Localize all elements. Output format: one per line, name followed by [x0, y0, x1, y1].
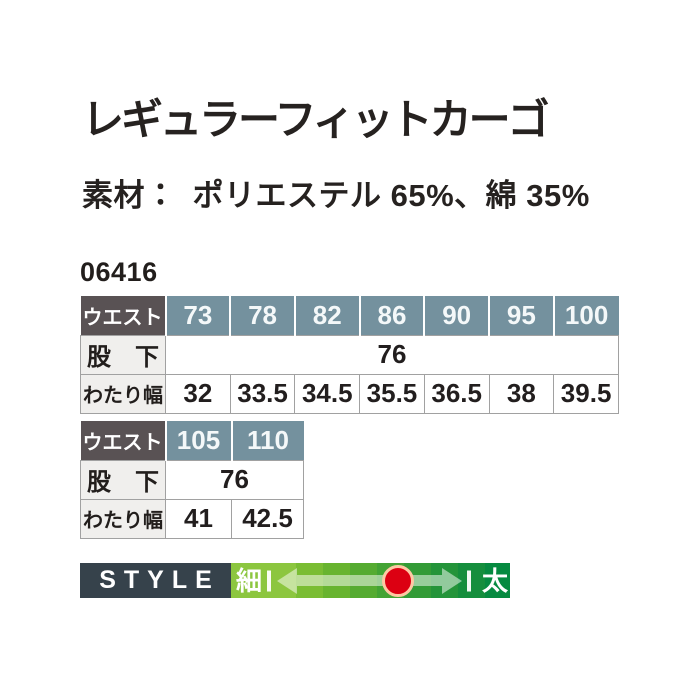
product-code: 06416 — [80, 257, 158, 287]
thigh-width-cell: 38 — [488, 373, 555, 414]
thigh-width-cell: 41 — [165, 498, 232, 539]
thigh-width-cell: 34.5 — [294, 373, 361, 414]
thigh-width-label: わたり幅 — [80, 373, 166, 414]
thigh-width-label: わたり幅 — [80, 498, 166, 539]
left-arrowhead-icon — [277, 567, 297, 594]
thick-label: 太 — [481, 565, 508, 596]
thin-tick-mark — [267, 570, 271, 591]
thigh-width-cell: 39.5 — [553, 373, 619, 414]
waist-size-cell: 110 — [230, 421, 304, 460]
waist-size-cell: 86 — [358, 296, 425, 335]
double-arrow-icon — [277, 567, 462, 594]
arrow-body — [297, 575, 442, 586]
waist-header-label: ウエスト — [80, 421, 167, 460]
thigh-width-cell: 36.5 — [423, 373, 490, 414]
material-line: 素材： ポリエステル 65%、綿 35% — [82, 170, 590, 215]
waist-header-label: ウエスト — [80, 296, 167, 335]
waist-size-cell: 105 — [164, 421, 232, 460]
inseam-value: 76 — [165, 334, 619, 375]
right-arrowhead-icon — [442, 567, 462, 594]
thin-label: 細 — [236, 565, 263, 596]
waist-size-cell: 82 — [293, 296, 360, 335]
style-scale: 細 太 — [231, 563, 510, 598]
waist-header-row: ウエスト 105 110 — [80, 421, 304, 460]
waist-size-cell: 73 — [164, 296, 231, 335]
material-value: ポリエステル 65%、綿 35% — [192, 178, 590, 213]
size-table-extended: ウエスト 105 110 股 下 76 わたり幅 41 42.5 — [80, 421, 304, 539]
thigh-width-cell: 35.5 — [359, 373, 425, 414]
thigh-width-cell: 32 — [165, 373, 231, 414]
inseam-value: 76 — [165, 459, 304, 500]
waist-size-cell: 78 — [229, 296, 295, 335]
inseam-row: 股 下 76 — [80, 459, 304, 500]
style-meter-title: STYLE — [80, 563, 231, 598]
style-scale-segment — [458, 563, 485, 598]
waist-size-cell: 100 — [552, 296, 619, 335]
style-meter: STYLE 細 太 — [80, 563, 510, 598]
inseam-label: 股 下 — [80, 334, 166, 375]
inseam-row: 股 下 76 — [80, 334, 619, 375]
thigh-width-row: わたり幅 32 33.5 34.5 35.5 36.5 38 39.5 — [80, 373, 619, 414]
thigh-width-row: わたり幅 41 42.5 — [80, 498, 304, 539]
style-marker-dot — [382, 564, 415, 597]
thick-tick-mark — [467, 570, 471, 591]
size-table-main: ウエスト 73 78 82 86 90 95 100 股 下 76 わたり幅 3… — [80, 296, 619, 414]
material-label: 素材： — [82, 178, 177, 213]
waist-size-cell: 95 — [488, 296, 554, 335]
waist-size-cell: 90 — [423, 296, 490, 335]
page-title: レギュラーフィットカーゴ — [82, 96, 550, 143]
thigh-width-cell: 42.5 — [231, 498, 304, 539]
thigh-width-cell: 33.5 — [229, 373, 296, 414]
waist-header-row: ウエスト 73 78 82 86 90 95 100 — [80, 296, 619, 335]
style-scale-segment — [485, 563, 510, 598]
inseam-label: 股 下 — [80, 459, 166, 500]
